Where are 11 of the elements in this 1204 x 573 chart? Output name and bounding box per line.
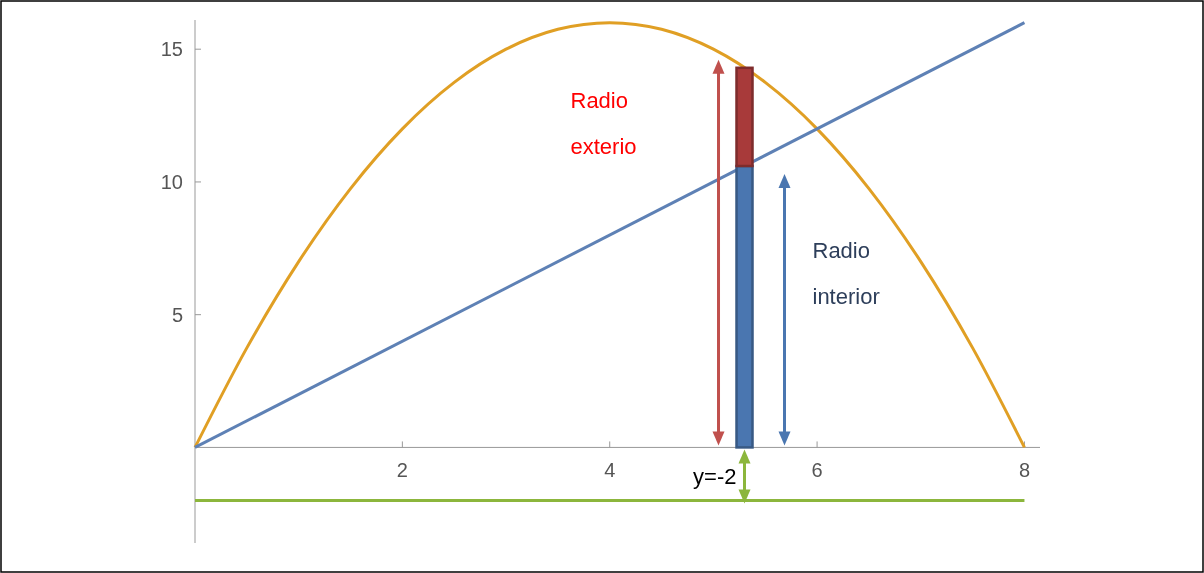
- x-tick-label: 6: [811, 459, 823, 482]
- x-tick-label: 4: [604, 459, 616, 482]
- annotation: y=-2: [693, 464, 737, 489]
- y-tick-label: 15: [160, 38, 183, 61]
- annotation: Radio interior: [812, 238, 880, 309]
- annotation: Radio exterio: [570, 88, 637, 159]
- y-tick-label: 5: [171, 303, 183, 326]
- x-tick-label: 8: [1018, 459, 1031, 482]
- y-tick-label: 10: [160, 170, 183, 193]
- line-series: [193, 21, 1026, 449]
- x-tick-label: 2: [396, 459, 408, 482]
